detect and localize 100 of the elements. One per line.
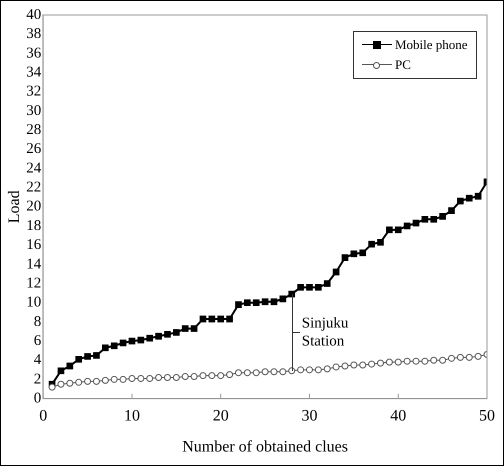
y-tick-label: 38 — [26, 26, 42, 42]
point — [297, 284, 304, 291]
x-tick-label: 30 — [301, 407, 318, 424]
point — [208, 316, 216, 322]
y-tick-label: 20 — [26, 198, 42, 215]
point — [439, 356, 446, 364]
point — [474, 352, 482, 360]
point — [376, 360, 384, 367]
point — [430, 216, 438, 223]
y-tick-label: 10 — [26, 294, 42, 311]
point — [368, 240, 375, 248]
y-tick-label: 6 — [34, 332, 42, 349]
point — [474, 192, 482, 200]
point — [172, 374, 180, 381]
point — [324, 365, 331, 372]
annotation: Sinjuku Station — [302, 315, 349, 350]
point — [314, 366, 322, 374]
point — [190, 325, 198, 332]
point — [315, 284, 322, 291]
point — [102, 344, 109, 352]
y-tick-label: 8 — [34, 314, 42, 330]
point — [234, 369, 242, 376]
y-tick-label: 0 — [34, 390, 42, 407]
point — [244, 299, 251, 306]
point — [280, 296, 286, 302]
point — [430, 356, 438, 364]
point — [262, 368, 269, 376]
point — [252, 369, 260, 376]
point — [164, 374, 171, 381]
point — [84, 378, 92, 385]
x-tick-label: 40 — [390, 407, 406, 424]
point — [200, 316, 206, 322]
y-tick-label: 24 — [26, 160, 42, 176]
point — [182, 373, 189, 380]
point — [66, 380, 74, 387]
point — [92, 378, 100, 385]
y-tick-label: 18 — [26, 218, 42, 234]
point — [359, 362, 366, 369]
point — [368, 360, 376, 368]
point — [412, 220, 420, 226]
point — [182, 325, 189, 332]
point — [412, 358, 420, 365]
y-tick-label: 32 — [26, 84, 42, 100]
point — [394, 358, 402, 366]
point — [217, 372, 224, 380]
point — [235, 301, 242, 308]
point — [306, 284, 313, 291]
point — [456, 354, 464, 361]
point — [137, 374, 144, 382]
point — [173, 329, 180, 336]
point — [324, 280, 331, 287]
point — [341, 362, 348, 370]
point — [262, 298, 268, 306]
y-tick-label: 30 — [26, 102, 42, 119]
point — [138, 336, 144, 344]
point — [217, 316, 224, 322]
legend-label: PC — [395, 57, 411, 73]
point — [128, 374, 136, 382]
point — [146, 374, 154, 382]
point — [377, 238, 384, 246]
point — [270, 368, 278, 376]
point — [102, 376, 109, 384]
point — [394, 226, 402, 234]
point — [332, 363, 340, 370]
point — [350, 250, 358, 258]
y-tick-label: 40 — [26, 6, 42, 23]
point — [359, 250, 366, 256]
point — [75, 378, 82, 386]
point — [110, 376, 118, 383]
point — [128, 338, 136, 344]
y-tick-label: 26 — [26, 141, 42, 158]
y-axis-title: Load — [6, 190, 23, 224]
point — [190, 373, 198, 380]
point — [448, 354, 455, 362]
point — [66, 362, 74, 370]
point — [422, 216, 428, 223]
point — [120, 376, 127, 383]
point — [457, 198, 464, 204]
x-tick-label: 20 — [212, 407, 229, 424]
y-tick-label: 34 — [26, 64, 42, 80]
point — [120, 340, 126, 346]
point — [155, 374, 162, 381]
point — [57, 380, 64, 388]
y-tick-label: 12 — [26, 275, 42, 292]
point — [270, 298, 278, 306]
point — [404, 222, 410, 230]
point — [404, 358, 411, 365]
point — [288, 290, 296, 298]
point — [350, 362, 358, 369]
point — [110, 342, 118, 350]
point — [164, 331, 171, 338]
point — [84, 353, 91, 360]
point — [297, 366, 304, 374]
y-tick-label: 14 — [26, 256, 42, 272]
point — [93, 352, 100, 359]
legend-label: Mobile phone — [395, 37, 468, 53]
y-tick-label: 4 — [34, 352, 42, 368]
point — [342, 254, 348, 261]
point — [466, 194, 473, 202]
point — [155, 332, 162, 340]
